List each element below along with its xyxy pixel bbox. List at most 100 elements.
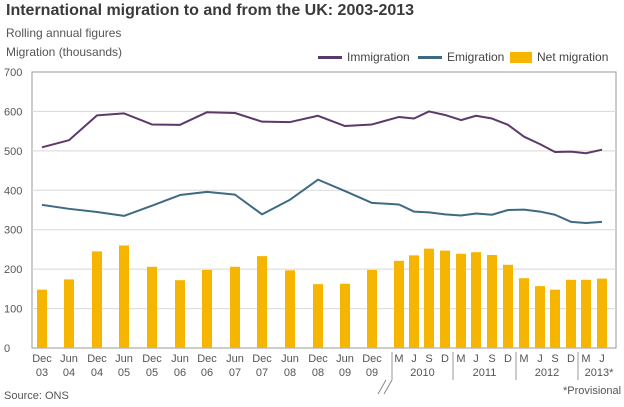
emigration-line xyxy=(41,178,603,225)
x-tick-label: J xyxy=(537,353,543,365)
legend-swatch-net-migration xyxy=(510,52,532,64)
x-tick-label: 03 xyxy=(36,367,48,379)
year-group-label: 2010 xyxy=(410,367,434,379)
x-tick-label: Jun xyxy=(115,353,133,365)
x-tick-label: 08 xyxy=(312,367,324,379)
y-tick-label: 600 xyxy=(4,106,22,118)
axis-break-mark xyxy=(383,379,393,395)
net-migration-bar xyxy=(64,279,74,348)
net-migration-bar xyxy=(566,279,576,348)
x-tick-label: 05 xyxy=(118,367,130,379)
x-tick-label: D xyxy=(504,353,512,365)
net-migration-bar xyxy=(92,251,102,348)
y-tick-label: 0 xyxy=(4,343,10,355)
x-tick-label: S xyxy=(488,353,495,365)
x-tick-label: S xyxy=(425,353,432,365)
x-tick-label: Jun xyxy=(336,353,354,365)
legend-label-net-migration: Net migration xyxy=(537,50,609,64)
x-tick-label: D xyxy=(441,353,449,365)
net-migration-bar xyxy=(119,245,129,348)
net-migration-bar xyxy=(456,253,466,348)
y-tick-label: 300 xyxy=(4,225,22,237)
chart-subtitle: Rolling annual figures xyxy=(6,26,122,40)
x-tick-label: M xyxy=(581,353,590,365)
y-tick-label: 400 xyxy=(4,185,22,197)
net-migration-bar xyxy=(424,248,434,348)
x-tick-label: J xyxy=(473,353,479,365)
net-migration-bar xyxy=(147,266,157,348)
x-tick-label: Dec xyxy=(197,353,217,365)
x-tick-label: J xyxy=(599,353,605,365)
x-tick-label: Jun xyxy=(281,353,299,365)
year-group-label: 2012 xyxy=(535,367,559,379)
net-migration-bar xyxy=(202,269,212,348)
plot-frame xyxy=(31,71,617,349)
legend-net-migration: Net migration xyxy=(510,50,608,64)
chart-title: International migration to and from the … xyxy=(6,2,415,19)
x-tick-label: 09 xyxy=(366,367,378,379)
y-tick-label: 500 xyxy=(4,146,22,158)
net-migration-bar xyxy=(503,264,513,348)
x-tick-label: M xyxy=(519,353,528,365)
x-tick-label: 05 xyxy=(146,367,158,379)
x-tick-label: 07 xyxy=(229,367,241,379)
x-tick-label: 04 xyxy=(91,367,103,379)
legend-swatch-immigration xyxy=(318,56,342,60)
x-tick-label: D xyxy=(567,353,575,365)
x-tick-label: Dec xyxy=(142,353,162,365)
legend-label-immigration: Immigration xyxy=(347,50,410,64)
legend-label-emigration: Emigration xyxy=(447,50,505,64)
x-tick-label: M xyxy=(394,353,403,365)
net-migration-bar xyxy=(175,280,185,348)
net-migration-bar xyxy=(581,279,591,348)
immigration-line xyxy=(41,110,603,155)
legend-swatch-emigration xyxy=(418,56,442,60)
x-tick-label: 06 xyxy=(174,367,186,379)
net-migration-bar xyxy=(550,289,560,348)
x-tick-label: Dec xyxy=(32,353,52,365)
legend-immigration: Immigration xyxy=(318,50,410,64)
net-migration-bar xyxy=(394,260,404,348)
net-migration-bar xyxy=(257,256,267,348)
x-tick-label: Jun xyxy=(226,353,244,365)
x-tick-label: Dec xyxy=(362,353,382,365)
x-tick-label: 07 xyxy=(256,367,268,379)
net-migration-bar xyxy=(37,289,47,348)
legend-emigration: Emigration xyxy=(418,50,504,64)
provisional-footnote: *Provisional xyxy=(563,385,622,397)
net-migration-bar xyxy=(487,254,497,348)
year-group-label: 2011 xyxy=(473,367,497,379)
net-migration-bar xyxy=(367,269,377,348)
x-tick-label: 06 xyxy=(201,367,213,379)
net-migration-bar xyxy=(340,283,350,348)
year-group-label: 2013* xyxy=(585,367,614,379)
x-tick-label: Dec xyxy=(87,353,107,365)
source-note: Source: ONS xyxy=(4,390,69,402)
x-tick-label: Jun xyxy=(60,353,78,365)
x-tick-label: 09 xyxy=(339,367,351,379)
x-tick-label: M xyxy=(456,353,465,365)
x-tick-label: 08 xyxy=(284,367,296,379)
x-tick-label: Jun xyxy=(171,353,189,365)
net-migration-bar xyxy=(440,250,450,348)
net-migration-bar xyxy=(230,266,240,348)
net-migration-bar xyxy=(519,278,529,348)
net-migration-bar xyxy=(535,286,545,348)
x-tick-label: S xyxy=(551,353,558,365)
net-migration-bar xyxy=(313,284,323,348)
x-tick-label: J xyxy=(411,353,417,365)
net-migration-bar xyxy=(471,252,481,348)
y-tick-label: 700 xyxy=(4,67,22,79)
net-migration-bar xyxy=(409,255,419,348)
x-tick-label: Dec xyxy=(308,353,328,365)
net-migration-bar xyxy=(285,270,295,348)
x-tick-label: Dec xyxy=(252,353,272,365)
x-tick-label: 04 xyxy=(63,367,75,379)
y-tick-label: 200 xyxy=(4,264,22,276)
net-migration-bar xyxy=(597,278,607,348)
axis-break-mark xyxy=(377,379,387,395)
y-axis-label: Migration (thousands) xyxy=(6,45,123,59)
y-tick-label: 100 xyxy=(4,304,22,316)
